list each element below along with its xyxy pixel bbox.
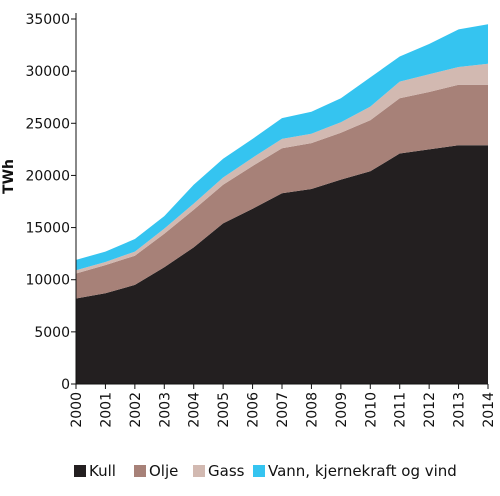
y-tick-label: 15000 <box>25 221 70 237</box>
x-tick-label: 2009 <box>334 392 350 428</box>
x-tick-label: 2008 <box>304 392 320 428</box>
x-axis-ticks: 2000 2001 2002 2003 2004 2005 2006 2007 2008 2009… <box>69 384 497 428</box>
x-tick-label: 2014 <box>481 392 497 428</box>
y-axis-ticks: 0 5000 10000 15000 20000 25000 30000 35000 <box>25 12 76 393</box>
x-tick-label: 2002 <box>128 392 144 428</box>
x-tick-label: 2013 <box>452 392 468 428</box>
legend: Kull Olje Gass Vann, kjernekraft og vind <box>74 462 457 480</box>
x-tick-label: 2006 <box>246 392 262 428</box>
area-series-4 <box>76 24 488 271</box>
x-tick-label: 2007 <box>275 392 291 428</box>
x-tick-label: 2011 <box>393 392 409 428</box>
y-tick-label: 0 <box>61 377 70 393</box>
y-tick-label: 5000 <box>34 325 70 341</box>
legend-swatch <box>74 465 86 477</box>
legend-label: Kull <box>89 462 116 480</box>
legend-label: Vann, kjernekraft og vind <box>268 462 457 480</box>
legend-label: Gass <box>208 462 245 480</box>
x-tick-label: 2003 <box>157 392 173 428</box>
area-layers <box>76 24 488 384</box>
legend-swatch <box>253 465 265 477</box>
y-tick-label: 25000 <box>25 116 70 132</box>
x-tick-label: 2004 <box>187 392 203 428</box>
y-tick-label: 20000 <box>25 168 70 184</box>
y-tick-label: 35000 <box>25 12 70 28</box>
x-tick-label: 2001 <box>98 392 114 428</box>
x-tick-label: 2010 <box>363 392 379 428</box>
y-tick-label: 30000 <box>25 64 70 80</box>
x-tick-label: 2005 <box>216 392 232 428</box>
area-series-2 <box>76 84 488 299</box>
legend-label: Olje <box>149 462 178 480</box>
area-series-3 <box>76 63 488 274</box>
legend-swatch <box>134 465 146 477</box>
legend-swatch <box>193 465 205 477</box>
y-axis-title: TWh <box>1 159 17 194</box>
x-tick-label: 2000 <box>69 392 85 428</box>
x-tick-label: 2012 <box>422 392 438 428</box>
y-tick-label: 10000 <box>25 273 70 289</box>
area-series-1 <box>76 145 488 384</box>
